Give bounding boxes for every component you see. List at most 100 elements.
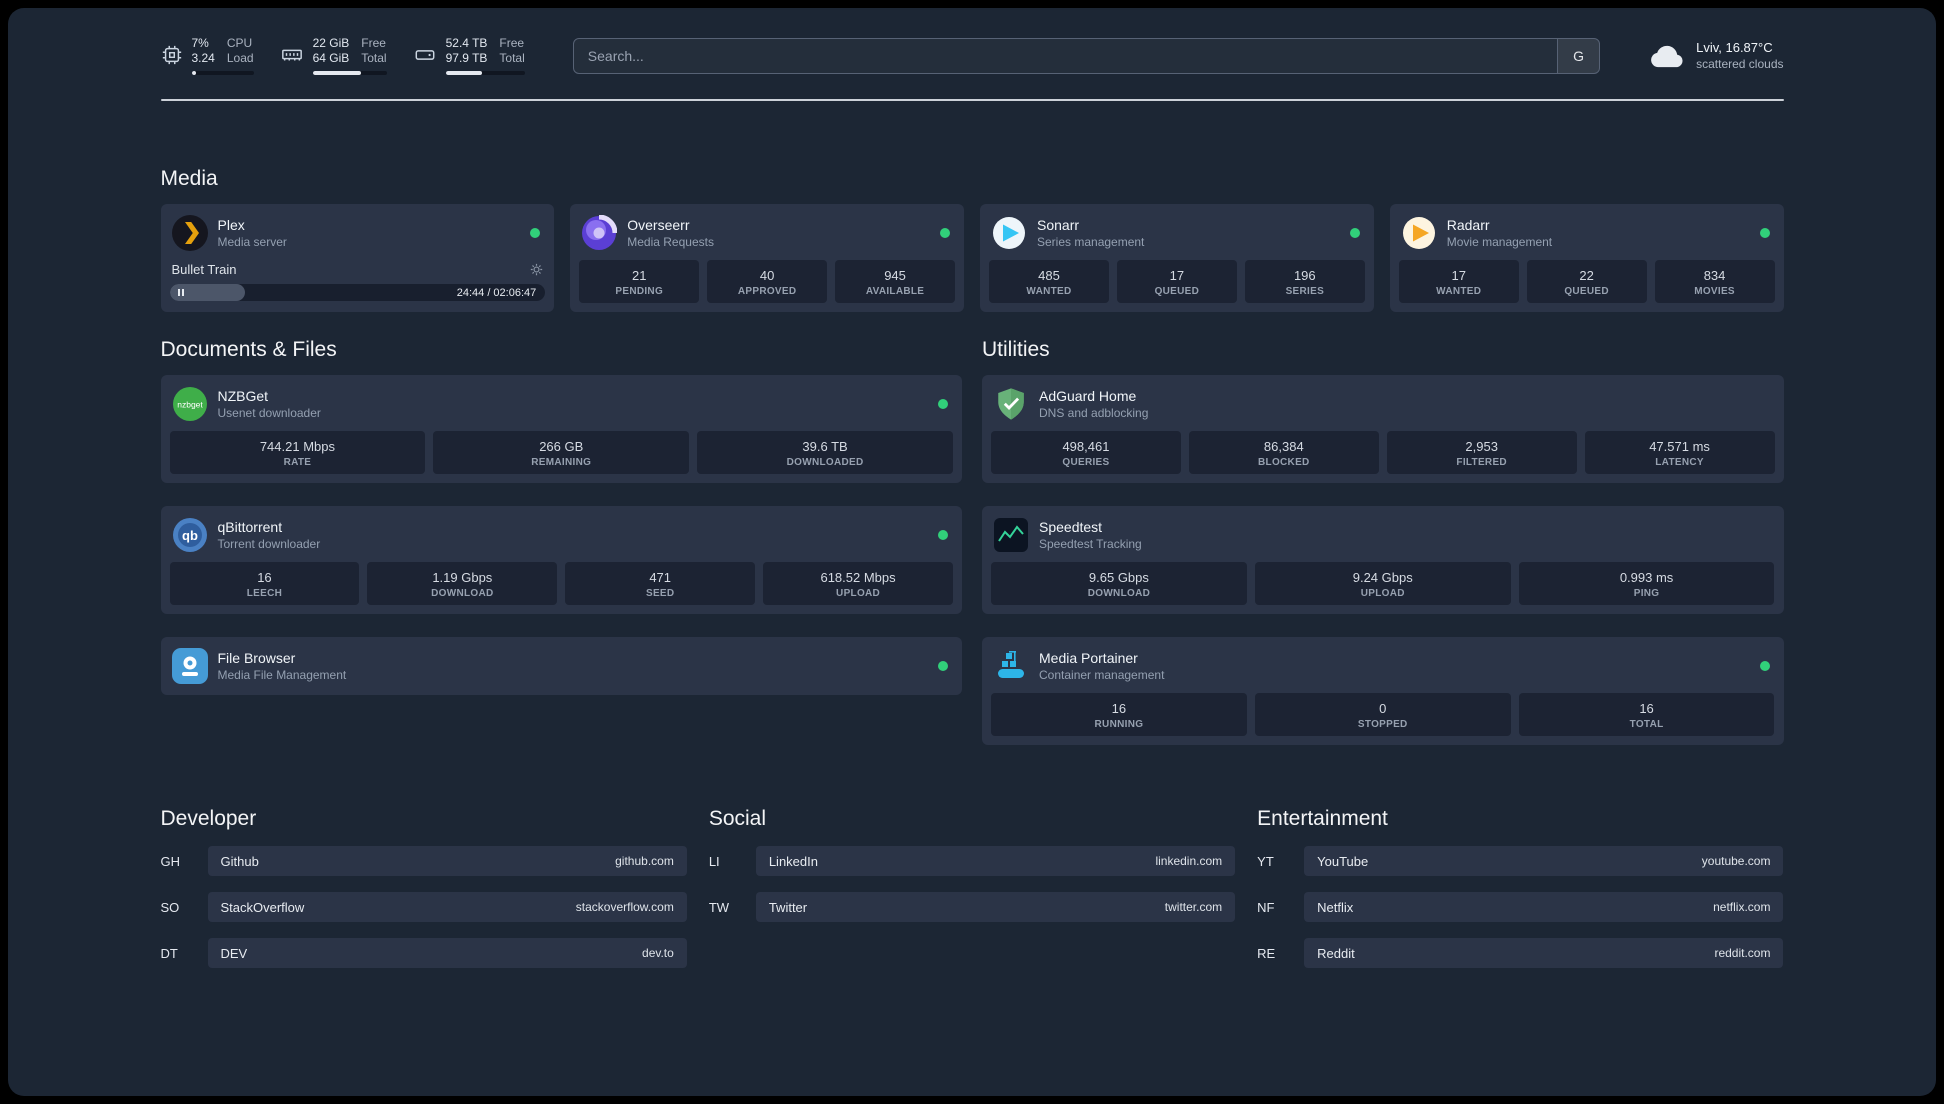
- stat-label: TOTAL: [1629, 719, 1664, 730]
- playback-progress-bar[interactable]: 24:44 / 02:06:47: [169, 284, 546, 301]
- card-adguard[interactable]: AdGuard Home DNS and adblocking 498,461 …: [982, 375, 1784, 483]
- stat-label: BLOCKED: [1258, 457, 1310, 468]
- stat-block: 47.571 ms LATENCY: [1584, 431, 1775, 474]
- bookmark-name: Reddit: [1317, 945, 1355, 961]
- stat-value: 9.24 Gbps: [1352, 570, 1413, 585]
- stat-block: 39.6 TB DOWNLOADED: [697, 431, 953, 474]
- app-subtitle: Movie management: [1446, 235, 1553, 249]
- memory-icon: [280, 36, 304, 66]
- bookmark-group-developer: Developer GH Github github.com SO StackO…: [161, 807, 687, 968]
- bookmark-stackoverflow[interactable]: SO StackOverflow stackoverflow.com: [161, 892, 687, 922]
- disk-total-value: 97.9 TB: [445, 51, 488, 65]
- section-title-media: Media: [160, 167, 218, 190]
- disk-free-label: Free: [499, 36, 525, 50]
- bookmark-reddit[interactable]: RE Reddit reddit.com: [1257, 938, 1784, 968]
- sonarr-icon: [991, 215, 1027, 251]
- app-subtitle: Media Requests: [627, 235, 714, 249]
- stat-value: 40: [759, 268, 775, 283]
- nzbget-icon: nzbget: [172, 386, 208, 422]
- cpu-load-label: Load: [226, 51, 254, 65]
- memory-total-value: 64 GiB: [312, 51, 350, 65]
- bookmark-url: netflix.com: [1713, 900, 1771, 914]
- playback-time: 24:44 / 02:06:47: [456, 286, 537, 299]
- section-title-documents: Documents & Files: [160, 338, 337, 361]
- stat-label: APPROVED: [737, 286, 797, 297]
- stat-label: QUEUED: [1154, 286, 1200, 297]
- search-provider-button[interactable]: G: [1557, 38, 1600, 73]
- portainer-icon: [993, 648, 1029, 684]
- now-playing-title: Bullet Train: [171, 262, 237, 277]
- card-filebrowser[interactable]: File Browser Media File Management: [160, 637, 962, 695]
- card-radarr[interactable]: Radarr Movie management 17 WANTED 22 QUE…: [1389, 204, 1784, 312]
- stat-label: UPLOAD: [836, 588, 881, 599]
- stat-block: 471 SEED: [565, 562, 756, 605]
- stat-block: 16 TOTAL: [1518, 693, 1775, 736]
- bookmark-name: Github: [220, 853, 259, 869]
- disk-free-value: 52.4 TB: [445, 36, 488, 50]
- speedtest-icon: [993, 517, 1029, 553]
- bookmark-url: github.com: [615, 854, 674, 868]
- cpu-progress-bar: [191, 71, 254, 75]
- card-speedtest[interactable]: Speedtest Speedtest Tracking 9.65 Gbps D…: [982, 506, 1784, 614]
- stat-label: REMAINING: [531, 457, 592, 468]
- stat-value: 86,384: [1263, 439, 1304, 454]
- disk-icon: [413, 36, 437, 66]
- stat-label: DOWNLOAD: [1087, 588, 1151, 599]
- stat-label: STOPPED: [1357, 719, 1408, 730]
- qbittorrent-icon: qb: [172, 517, 208, 553]
- disk-progress-bar: [445, 71, 525, 75]
- filebrowser-icon: [171, 648, 208, 684]
- bookmark-netflix[interactable]: NF Netflix netflix.com: [1257, 892, 1784, 922]
- bookmark-name: Twitter: [768, 899, 808, 915]
- app-subtitle: Speedtest Tracking: [1039, 537, 1142, 551]
- stat-label: UPLOAD: [1360, 588, 1405, 599]
- gear-icon[interactable]: [530, 263, 543, 276]
- bookmark-twitter[interactable]: TW Twitter twitter.com: [709, 892, 1236, 922]
- card-overseerr[interactable]: Overseerr Media Requests 21 PENDING 40 A…: [570, 204, 964, 312]
- app-subtitle: Container management: [1039, 668, 1165, 682]
- section-title-entertainment: Entertainment: [1257, 807, 1388, 830]
- card-portainer[interactable]: Media Portainer Container management 16 …: [982, 637, 1784, 745]
- stat-block: 9.24 Gbps UPLOAD: [1254, 562, 1511, 605]
- stat-block: 945 AVAILABLE: [835, 260, 956, 303]
- memory-progress-bar: [312, 71, 387, 75]
- stat-value: 618.52 Mbps: [820, 570, 896, 585]
- search-input[interactable]: [573, 38, 1558, 73]
- stat-label: SERIES: [1285, 286, 1325, 297]
- card-nzbget[interactable]: nzbget NZBGet Usenet downloader 744.21 M…: [160, 375, 962, 483]
- plex-icon: [171, 215, 208, 251]
- status-dot: [1759, 228, 1770, 238]
- dashboard: 7% 3.24 CPU Load: [8, 8, 1936, 1096]
- bookmark-abbr: YT: [1257, 853, 1274, 869]
- card-sonarr[interactable]: Sonarr Series management 485 WANTED 17 Q…: [980, 204, 1374, 312]
- cpu-icon: [161, 36, 183, 66]
- stat-block: 9.65 Gbps DOWNLOAD: [991, 562, 1247, 605]
- memory-total-label: Total: [361, 51, 387, 65]
- bookmark-abbr: DT: [160, 945, 178, 961]
- adguard-icon: [993, 386, 1029, 422]
- stat-label: SEED: [645, 588, 675, 599]
- bookmark-youtube[interactable]: YT YouTube youtube.com: [1257, 846, 1784, 876]
- stat-value: 17: [1169, 268, 1185, 283]
- card-qbittorrent[interactable]: qb qBittorrent Torrent downloader 16: [160, 506, 962, 614]
- svg-text:qb: qb: [182, 528, 198, 543]
- app-name: File Browser: [217, 650, 296, 666]
- bookmark-linkedin[interactable]: LI LinkedIn linkedin.com: [709, 846, 1236, 876]
- app-name: Speedtest: [1039, 519, 1103, 535]
- bookmark-url: dev.to: [642, 946, 674, 960]
- stat-label: QUERIES: [1062, 457, 1110, 468]
- card-plex[interactable]: Plex Media server Bullet Train: [160, 204, 555, 312]
- stat-label: PENDING: [615, 286, 664, 297]
- bookmark-abbr: GH: [160, 853, 181, 869]
- bookmark-name: LinkedIn: [768, 853, 818, 869]
- stat-label: DOWNLOAD: [431, 588, 494, 599]
- bookmark-github[interactable]: GH Github github.com: [161, 846, 687, 876]
- app-name: AdGuard Home: [1039, 388, 1137, 404]
- stat-value: 17: [1451, 268, 1466, 283]
- bookmark-url: stackoverflow.com: [575, 900, 674, 914]
- stat-value: 945: [884, 268, 906, 283]
- bookmark-dev[interactable]: DT DEV dev.to: [161, 938, 687, 968]
- stat-block: 17 QUEUED: [1116, 260, 1237, 303]
- app-name: qBittorrent: [217, 519, 283, 535]
- memory-widget: 22 GiB 64 GiB Free Total: [280, 36, 387, 75]
